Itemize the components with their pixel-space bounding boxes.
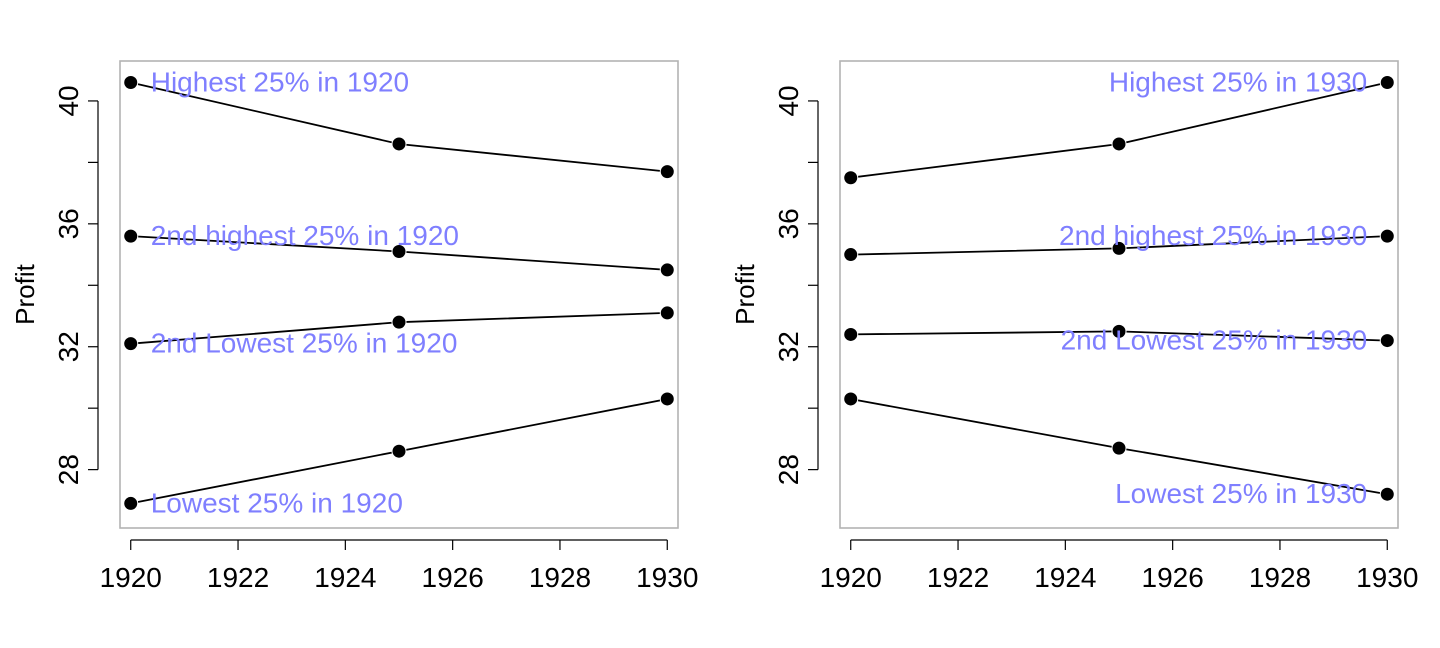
panel-right: 1920 1922 1924 1926 1928 1930 28 32 36 40 Profit Hi… xyxy=(730,60,1418,593)
data-point xyxy=(392,137,406,151)
series-annotation: 2nd highest 25% in 1930 xyxy=(1059,220,1367,251)
data-point xyxy=(1380,487,1394,501)
data-point xyxy=(660,392,674,406)
data-point xyxy=(1112,324,1126,338)
x-tick-label: 1926 xyxy=(422,562,484,593)
data-point xyxy=(124,496,138,510)
y-axis-title: Profit xyxy=(730,263,760,324)
y-tick-label: 32 xyxy=(53,331,84,362)
data-point xyxy=(844,327,858,341)
y-tick-label: 36 xyxy=(773,208,804,239)
y-tick-label: 36 xyxy=(53,208,84,239)
data-point xyxy=(844,392,858,406)
data-point xyxy=(844,248,858,262)
data-point xyxy=(124,337,138,351)
series-annotation: 2nd Lowest 25% in 1920 xyxy=(151,328,458,359)
x-tick-label: 1920 xyxy=(820,562,882,593)
x-tick-label: 1928 xyxy=(1249,562,1311,593)
series-annotation: Highest 25% in 1920 xyxy=(151,67,409,98)
series-annotation: 2nd Lowest 25% in 1930 xyxy=(1061,325,1368,356)
x-tick-label: 1924 xyxy=(314,562,376,593)
data-point xyxy=(1380,334,1394,348)
y-axis-title: Profit xyxy=(10,263,40,324)
y-tick-label: 28 xyxy=(53,454,84,485)
y-tick-label: 28 xyxy=(773,454,804,485)
x-tick-label: 1930 xyxy=(636,562,698,593)
plot-frame xyxy=(839,60,1399,529)
y-tick-label: 32 xyxy=(773,331,804,362)
data-point xyxy=(392,444,406,458)
y-tick-label: 40 xyxy=(53,85,84,116)
x-tick-label: 1928 xyxy=(529,562,591,593)
data-point xyxy=(392,244,406,258)
series-annotation: Lowest 25% in 1930 xyxy=(1115,478,1367,509)
y-tick-label: 40 xyxy=(773,85,804,116)
x-tick-label: 1920 xyxy=(100,562,162,593)
panel-left: 1920 1922 1924 1926 1928 1930 28 32 36 40 Profit Hi… xyxy=(10,60,698,593)
series-annotation: 2nd highest 25% in 1920 xyxy=(151,220,459,251)
data-point xyxy=(1112,137,1126,151)
data-point xyxy=(844,171,858,185)
data-point xyxy=(392,315,406,329)
x-tick-label: 1922 xyxy=(927,562,989,593)
x-tick-label: 1922 xyxy=(207,562,269,593)
data-point xyxy=(1112,441,1126,455)
data-point xyxy=(1380,76,1394,90)
x-tick-label: 1924 xyxy=(1034,562,1096,593)
data-point xyxy=(1380,229,1394,243)
x-tick-label: 1926 xyxy=(1142,562,1204,593)
data-point xyxy=(124,76,138,90)
series-annotation: Highest 25% in 1930 xyxy=(1109,67,1367,98)
x-tick-label: 1930 xyxy=(1356,562,1418,593)
data-point xyxy=(124,229,138,243)
data-point xyxy=(660,165,674,179)
plot-frame xyxy=(119,60,679,529)
data-point xyxy=(1112,241,1126,255)
data-point xyxy=(660,306,674,320)
series-annotation: Lowest 25% in 1920 xyxy=(151,487,403,518)
data-point xyxy=(660,263,674,277)
